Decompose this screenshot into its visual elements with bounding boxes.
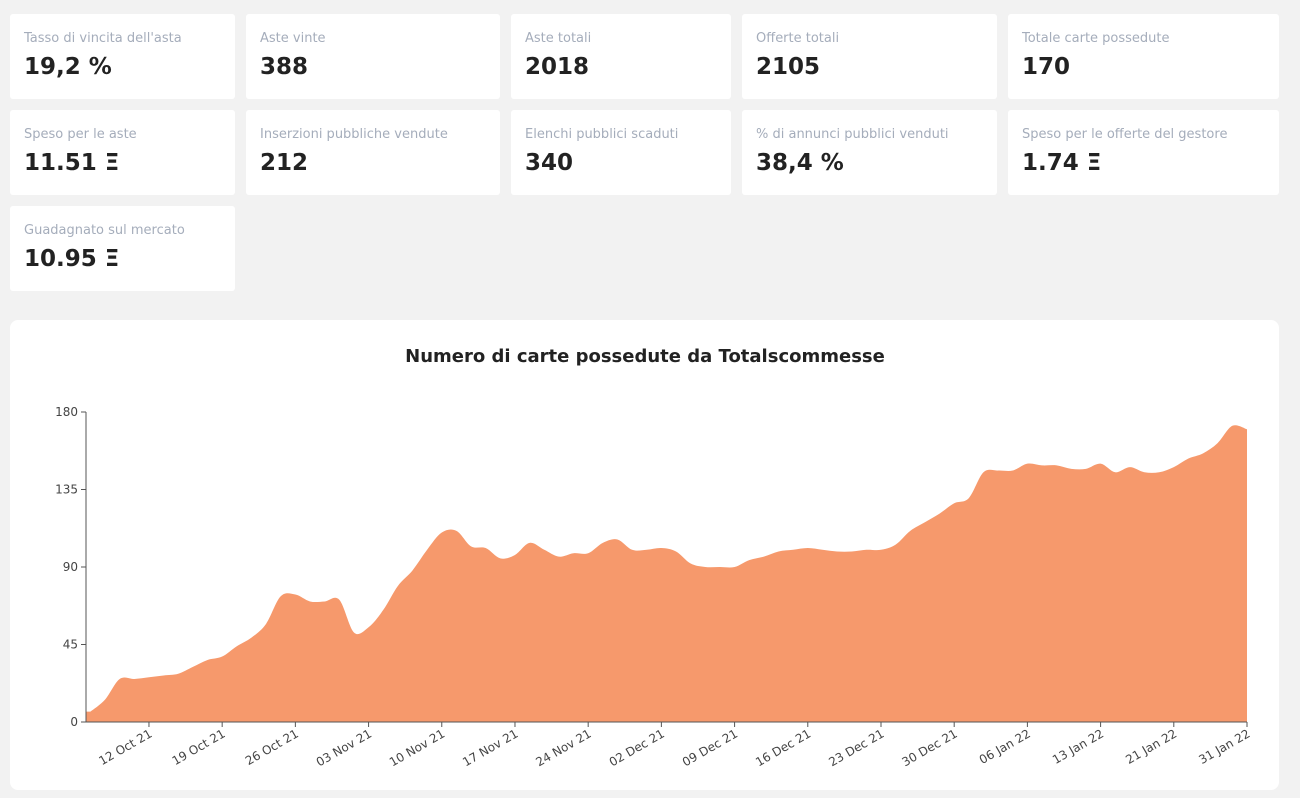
stat-card: Tasso di vincita dell'asta 19,2 % <box>10 14 235 99</box>
chart: Numero di carte possedute da Totalscomme… <box>55 346 1252 769</box>
stat-label: Aste vinte <box>260 31 326 46</box>
stat-card: Offerte totali 2105 <box>742 14 997 99</box>
stat-card: Elenchi pubblici scaduti 340 <box>511 110 731 195</box>
x-tick-label: 10 Nov 21 <box>387 726 447 769</box>
x-tick-label: 31 Jan 22 <box>1196 726 1252 766</box>
stat-card: Inserzioni pubbliche vendute 212 <box>246 110 500 195</box>
stat-value: 2018 <box>525 54 590 80</box>
x-tick-label: 24 Nov 21 <box>533 726 593 769</box>
x-tick-label: 03 Nov 21 <box>314 726 374 769</box>
stat-card: Totale carte possedute 170 <box>1008 14 1279 99</box>
stat-label: % di annunci pubblici venduti <box>756 127 949 142</box>
y-tick-label: 90 <box>63 560 78 574</box>
y-tick-label: 45 <box>63 638 78 652</box>
stat-value: 2105 <box>756 54 821 80</box>
x-tick-label: 16 Dec 21 <box>753 726 813 769</box>
stat-label: Inserzioni pubbliche vendute <box>260 127 448 142</box>
stat-label: Tasso di vincita dell'asta <box>24 31 182 46</box>
chart-title: Numero di carte possedute da Totalscomme… <box>405 346 885 367</box>
y-tick-label: 0 <box>70 715 78 729</box>
x-tick-label: 13 Jan 22 <box>1050 726 1106 766</box>
x-tick-label: 17 Nov 21 <box>460 726 520 769</box>
stat-label: Speso per le aste <box>24 127 137 142</box>
x-tick-label: 12 Oct 21 <box>96 726 154 768</box>
y-tick-label: 135 <box>55 483 78 497</box>
x-tick-label: 26 Oct 21 <box>243 726 301 768</box>
stat-card: Speso per le aste 11.51 Ξ <box>10 110 235 195</box>
stat-label: Offerte totali <box>756 31 840 46</box>
stat-card: Speso per le offerte del gestore 1.74 Ξ <box>1008 110 1279 195</box>
stat-card: Guadagnato sul mercato 10.95 Ξ <box>10 206 235 291</box>
stat-value: 1.74 Ξ <box>1022 150 1102 176</box>
x-tick-label: 19 Oct 21 <box>170 726 228 768</box>
stat-label: Elenchi pubblici scaduti <box>525 127 679 142</box>
x-tick-label: 06 Jan 22 <box>977 726 1033 766</box>
stat-value: 11.51 Ξ <box>24 150 120 176</box>
stat-value: 170 <box>1022 54 1071 80</box>
stat-label: Aste totali <box>525 31 592 46</box>
stat-card: % di annunci pubblici venduti 38,4 % <box>742 110 997 195</box>
x-tick-label: 09 Dec 21 <box>680 726 740 769</box>
x-tick-label: 30 Dec 21 <box>900 726 960 769</box>
y-tick-label: 180 <box>55 405 78 419</box>
area <box>86 425 1247 722</box>
x-tick-label: 02 Dec 21 <box>607 726 667 769</box>
stat-value: 340 <box>525 150 574 176</box>
stat-label: Speso per le offerte del gestore <box>1022 127 1228 142</box>
stat-label: Guadagnato sul mercato <box>24 223 185 238</box>
stat-label: Totale carte possedute <box>1022 31 1170 46</box>
stat-card: Aste totali 2018 <box>511 14 731 99</box>
chart-panel: Numero di carte possedute da Totalscomme… <box>10 320 1279 790</box>
stat-value: 388 <box>260 54 309 80</box>
stat-value: 212 <box>260 150 309 176</box>
stat-value: 10.95 Ξ <box>24 246 120 272</box>
x-tick-label: 21 Jan 22 <box>1123 726 1179 766</box>
stat-value: 38,4 % <box>756 150 844 176</box>
stat-card: Aste vinte 388 <box>246 14 500 99</box>
x-tick-label: 23 Dec 21 <box>826 726 886 769</box>
stat-value: 19,2 % <box>24 54 112 80</box>
